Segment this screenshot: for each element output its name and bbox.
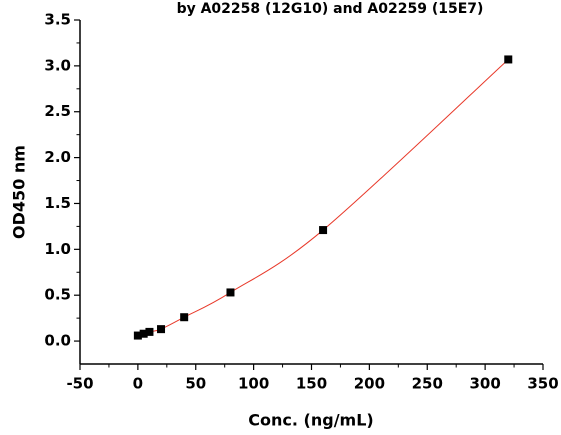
y-tick-label: 2.0 bbox=[44, 148, 71, 166]
y-tick-label: 3.0 bbox=[44, 56, 71, 74]
point bbox=[157, 325, 166, 334]
y-tick-label: 2.5 bbox=[44, 102, 71, 120]
fit-curve bbox=[137, 59, 509, 337]
y-tick-label: 1.5 bbox=[44, 194, 71, 212]
point bbox=[133, 331, 142, 340]
x-tick-label: 300 bbox=[469, 375, 500, 393]
x-tick-label: 200 bbox=[354, 375, 385, 393]
point bbox=[504, 55, 513, 64]
chart-title: by A02258 (12G10) and A02259 (15E7) bbox=[177, 1, 484, 17]
point bbox=[226, 288, 235, 297]
point bbox=[180, 313, 189, 322]
x-tick-label: 100 bbox=[238, 375, 269, 393]
y-tick-label: 0.0 bbox=[44, 332, 71, 350]
x-tick-label: 50 bbox=[185, 375, 206, 393]
y-tick-label: 3.5 bbox=[44, 11, 71, 29]
point bbox=[145, 327, 154, 336]
x-tick-label: 250 bbox=[412, 375, 443, 393]
x-tick-label: 350 bbox=[527, 375, 558, 393]
y-axis-label: OD450 nm bbox=[10, 145, 29, 239]
y-tick-label: 1.0 bbox=[44, 240, 71, 258]
x-tick-label: 150 bbox=[296, 375, 327, 393]
y-tick-label: 0.5 bbox=[44, 286, 71, 304]
point bbox=[319, 226, 328, 235]
point bbox=[139, 329, 148, 338]
x-tick-label: -50 bbox=[66, 375, 93, 393]
x-tick-label: 0 bbox=[133, 375, 143, 393]
x-axis-label: Conc. (ng/mL) bbox=[248, 411, 373, 430]
